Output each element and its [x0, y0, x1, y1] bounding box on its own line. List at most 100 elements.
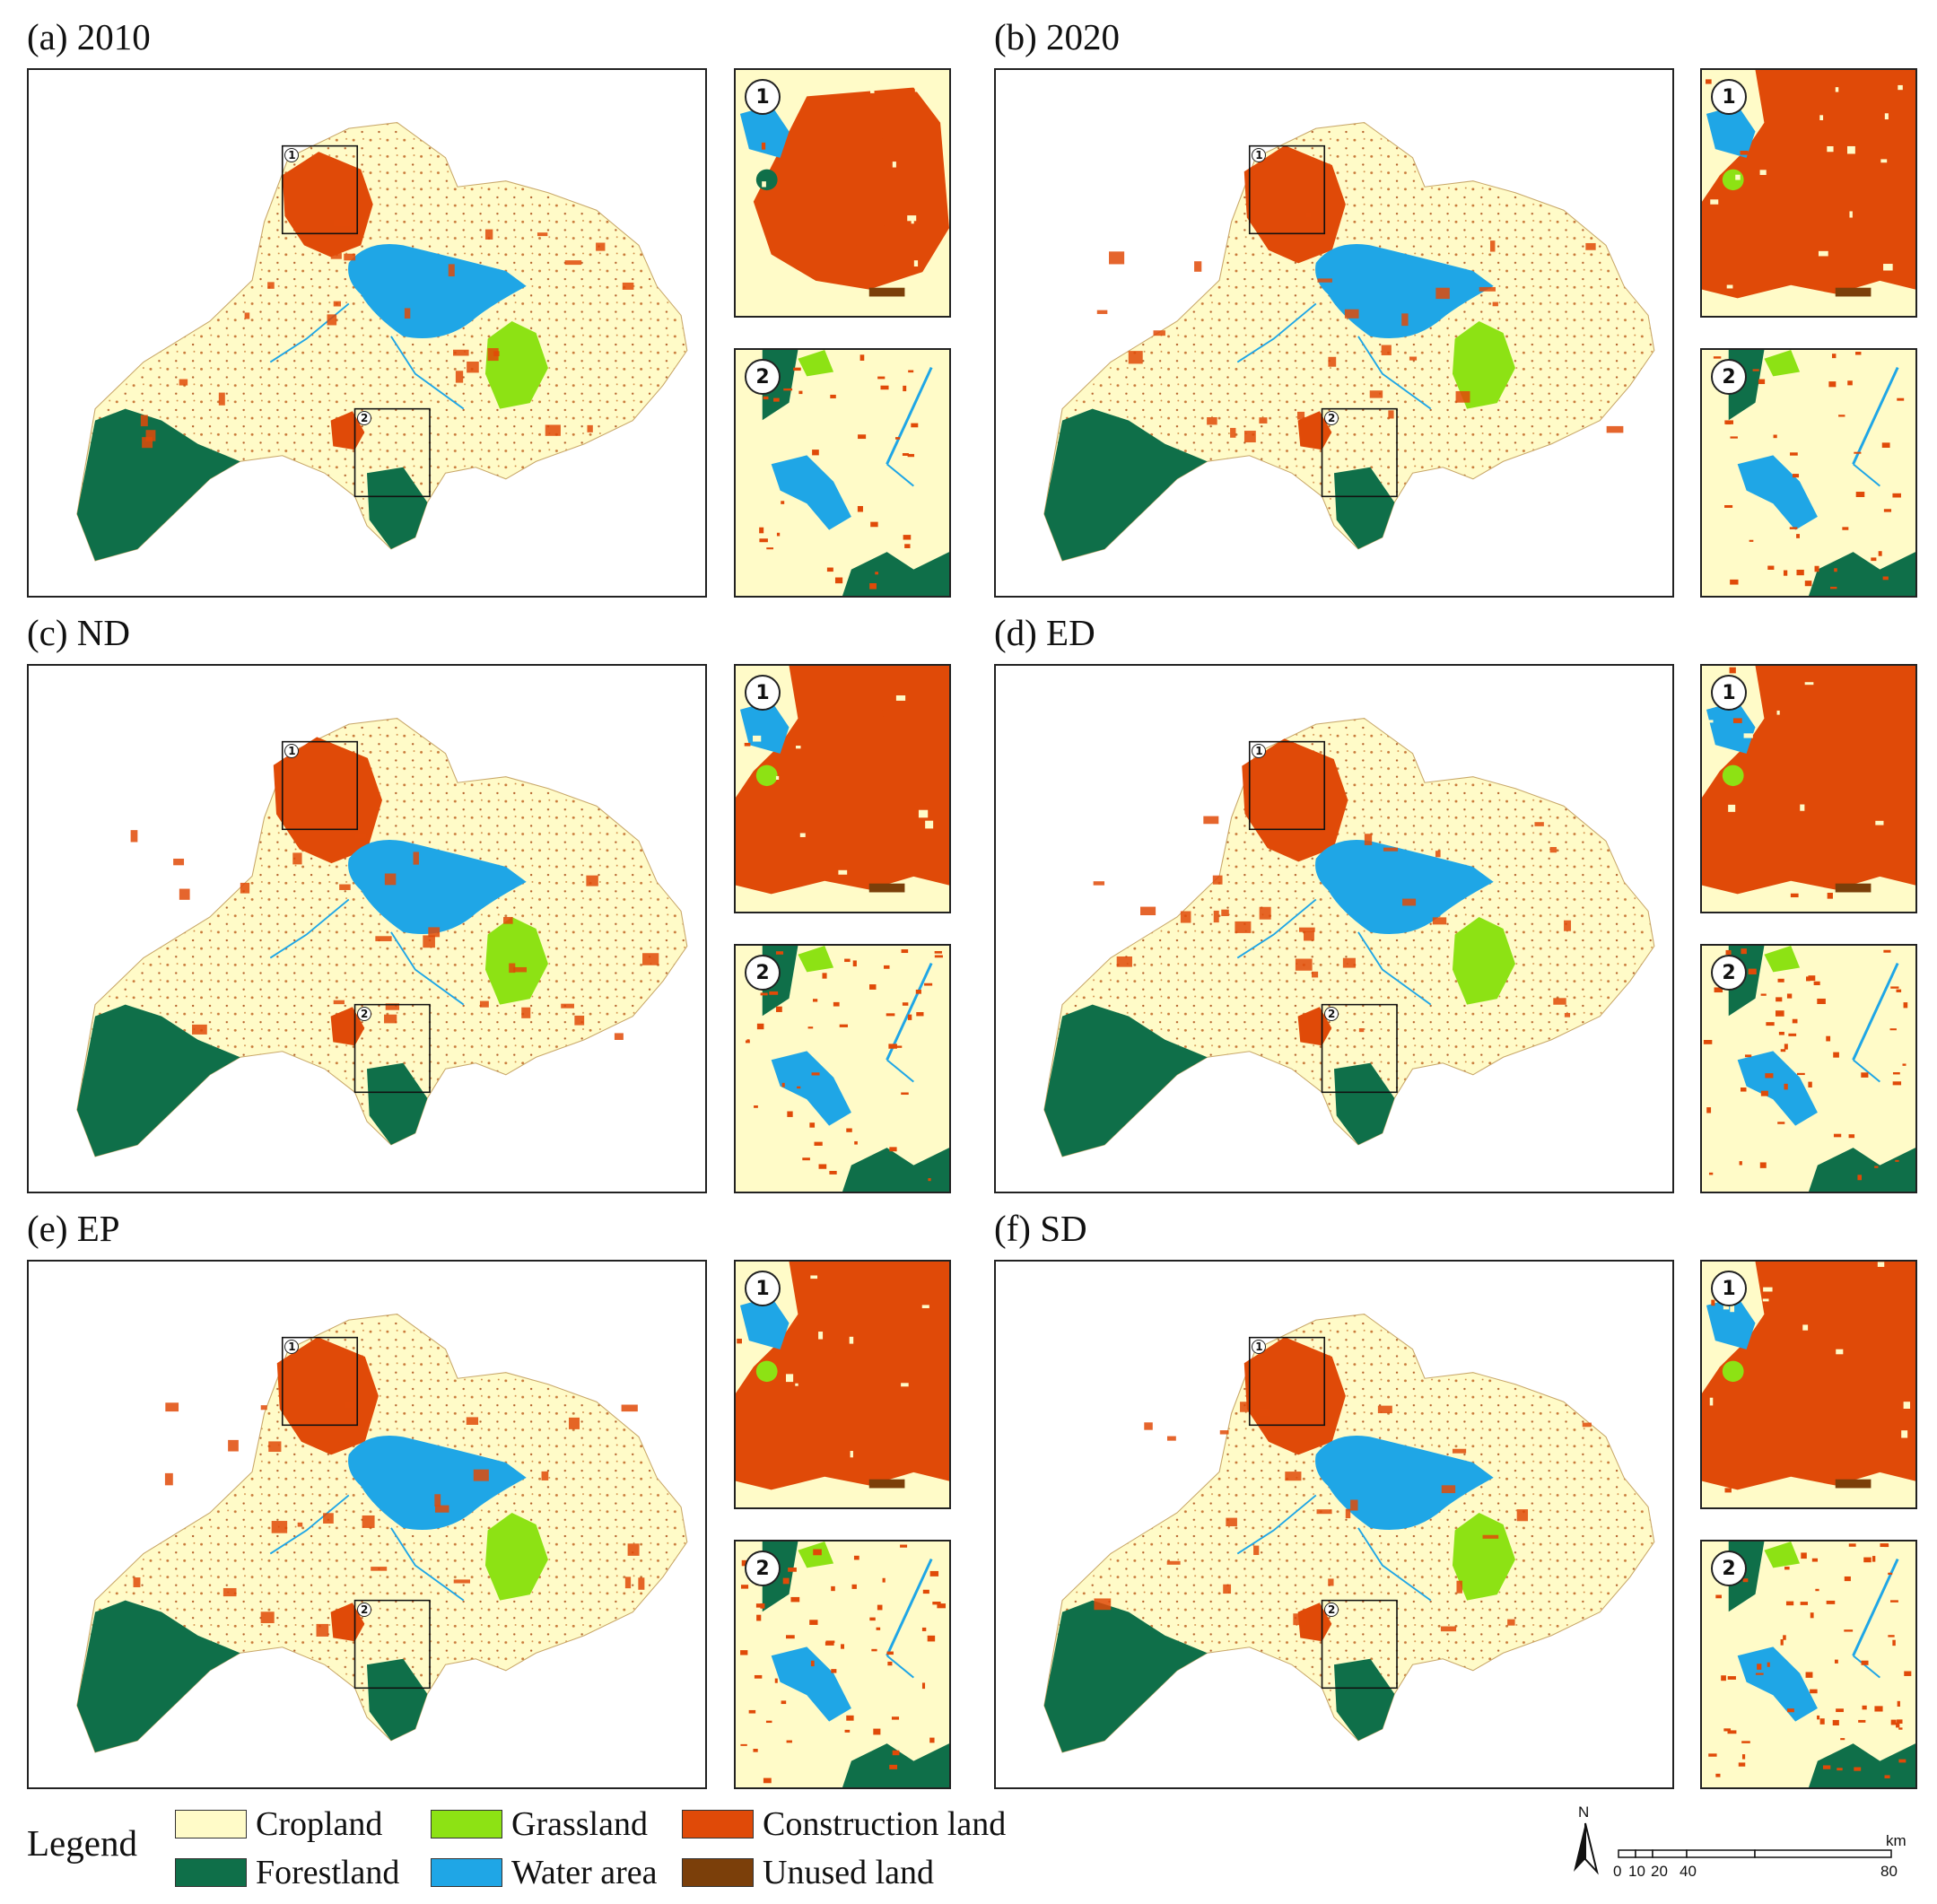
lake	[1315, 1436, 1494, 1531]
inset-speck	[914, 87, 921, 92]
construction-patch	[271, 1521, 288, 1533]
panel-title-c: (c) ND	[27, 612, 130, 653]
legend-item-forestland: Forestland	[175, 1852, 399, 1893]
inset-canal	[1852, 962, 1899, 1061]
inset-speck	[1804, 682, 1814, 686]
inset-construction-speck	[1730, 579, 1739, 585]
inset-speck	[761, 142, 766, 150]
inset-speck	[1883, 264, 1893, 271]
construction-patch	[1401, 313, 1409, 327]
inset-box-1-label: 1	[1252, 148, 1267, 163]
legend-label-construction-land: Construction land	[763, 1805, 1007, 1843]
inset-construction-speck	[1738, 1762, 1746, 1767]
inset-construction-speck	[1890, 1719, 1897, 1725]
construction-patch	[466, 1417, 479, 1425]
inset-construction-speck	[886, 1651, 894, 1655]
inset-construction-speck	[907, 453, 915, 458]
inset-construction-speck	[1874, 1166, 1879, 1168]
construction-patch	[1226, 1517, 1237, 1527]
urban-patch-south	[330, 1007, 365, 1046]
inset-box-2	[1321, 1599, 1398, 1690]
inset-construction-speck	[1760, 1090, 1768, 1096]
construction-patch	[1298, 927, 1315, 932]
north-arrow-icon	[1574, 1822, 1599, 1875]
construction-patch	[244, 312, 250, 319]
inset-construction-speck	[1903, 1002, 1908, 1009]
construction-patch	[1235, 921, 1252, 933]
inset-speck	[1760, 1419, 1767, 1425]
inset-construction-speck	[809, 1122, 816, 1128]
inset-forest-south	[842, 552, 949, 596]
construction-patch	[1221, 909, 1229, 917]
construction-patch	[1316, 1509, 1332, 1515]
construction-patch	[1549, 846, 1557, 853]
construction-patch	[260, 1405, 267, 1411]
inset-box-1-label: 1	[1252, 1340, 1267, 1355]
legend-swatch-unused-land	[682, 1858, 754, 1887]
grassland-patch-east	[1452, 1512, 1515, 1601]
inset-construction-speck	[1889, 1028, 1897, 1031]
construction-patch	[541, 1471, 549, 1480]
inset-construction-speck	[755, 1603, 763, 1608]
construction-patch	[1305, 212, 1312, 218]
inset-construction-speck	[1855, 492, 1865, 497]
inset-construction-speck	[1842, 527, 1849, 530]
legend-label-forestland: Forestland	[256, 1854, 400, 1891]
inset-speck	[1735, 174, 1741, 180]
inset-construction-speck	[756, 1023, 764, 1030]
inset-construction-speck	[830, 394, 836, 398]
inset-construction-speck	[901, 1092, 909, 1096]
inset-speck	[1827, 146, 1834, 153]
inset-construction-speck	[1703, 1040, 1713, 1044]
inset-speck	[796, 746, 801, 749]
construction-patch	[145, 430, 156, 441]
inset-speck	[875, 710, 883, 714]
inset-construction-speck	[889, 1764, 898, 1769]
inset-construction-speck	[1833, 1133, 1842, 1138]
inset-construction-speck	[1854, 451, 1862, 454]
inset-badge: 1	[745, 79, 781, 115]
inset-park	[755, 764, 778, 787]
inset-construction-speck	[809, 1620, 818, 1625]
inset-unused-patch	[868, 1479, 905, 1489]
inset-construction-speck	[903, 385, 907, 392]
inset-speck	[918, 809, 929, 818]
region-map-svg	[76, 1314, 688, 1753]
inset-construction-speck	[759, 527, 764, 534]
inset-box-1	[281, 740, 359, 831]
inset-speck	[810, 1275, 818, 1280]
inset-construction-speck	[844, 1729, 851, 1733]
inset-canal-branch	[1852, 463, 1880, 487]
construction-patch	[142, 437, 153, 449]
inset-speck	[1898, 84, 1903, 91]
scale-bar-graphic	[1618, 1849, 1892, 1858]
inset-construction-speck	[1826, 1600, 1836, 1604]
inset-speck	[874, 131, 883, 139]
region-map-svg	[1043, 718, 1655, 1157]
inset-speck	[1726, 284, 1733, 289]
inset-speck	[786, 1374, 794, 1383]
inset-construction-speck	[1857, 1175, 1862, 1181]
inset-1-e: 1	[734, 1260, 951, 1509]
inset-construction-speck	[818, 1164, 827, 1169]
legend-item-unused-land: Unused land	[682, 1852, 934, 1893]
urban-patch-south	[1297, 1007, 1332, 1046]
inset-construction-speck	[813, 999, 818, 1002]
inset-construction-speck	[1741, 948, 1747, 955]
inset-construction-speck	[851, 1584, 857, 1589]
inset-construction-speck	[1862, 1705, 1867, 1710]
inset-construction-speck	[756, 1614, 762, 1621]
region-map-svg	[1043, 1314, 1655, 1753]
inset-badge: 2	[745, 359, 781, 395]
inset-construction-speck	[1792, 1018, 1798, 1024]
inset-speck	[1875, 820, 1884, 825]
inset-box-1	[1248, 1336, 1326, 1427]
inset-speck	[1759, 170, 1767, 175]
construction-patch	[1564, 1012, 1571, 1018]
forest-patch-south	[1334, 1658, 1395, 1741]
inset-construction-speck	[877, 376, 886, 380]
inset-badge: 1	[1711, 79, 1747, 115]
inset-box-2-label: 2	[1324, 1603, 1339, 1618]
lake	[1315, 244, 1494, 339]
